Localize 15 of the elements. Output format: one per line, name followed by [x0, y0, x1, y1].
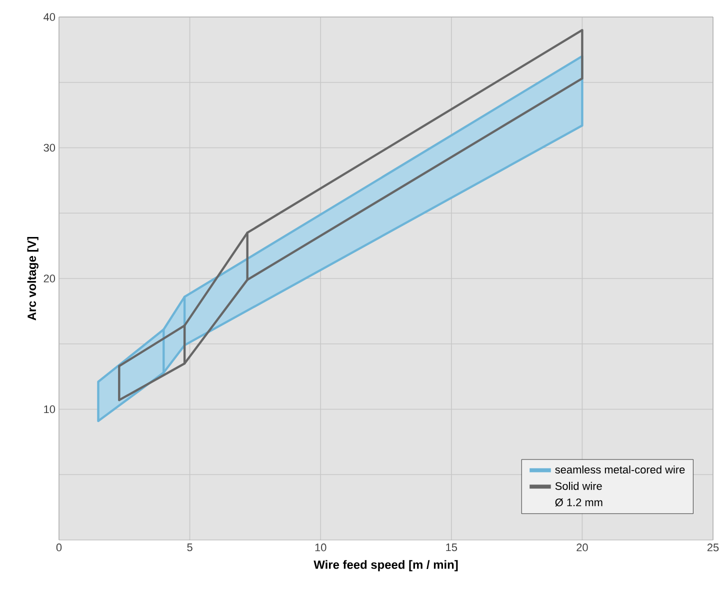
- x-tick-label: 5: [187, 544, 192, 552]
- x-tick-label: 15: [446, 544, 458, 552]
- x-tick-label: 20: [576, 544, 588, 552]
- legend-label: seamless metal-cored wire: [555, 465, 685, 474]
- legend-label: Solid wire: [555, 482, 602, 490]
- y-tick-label: 10: [44, 405, 56, 414]
- x-axis-title: Wire feed speed [m / min]: [314, 560, 458, 572]
- y-tick-label: 30: [44, 144, 56, 152]
- x-tick-label: 0: [56, 544, 62, 552]
- x-tick-label: 10: [315, 544, 326, 552]
- annotation: Ø 1.2 mm: [555, 498, 602, 506]
- x-tick-label: 25: [707, 544, 719, 552]
- y-tick-label: 20: [44, 274, 56, 282]
- y-tick-label: 40: [44, 13, 56, 21]
- y-axis-title: Arc voltage [V]: [27, 236, 38, 320]
